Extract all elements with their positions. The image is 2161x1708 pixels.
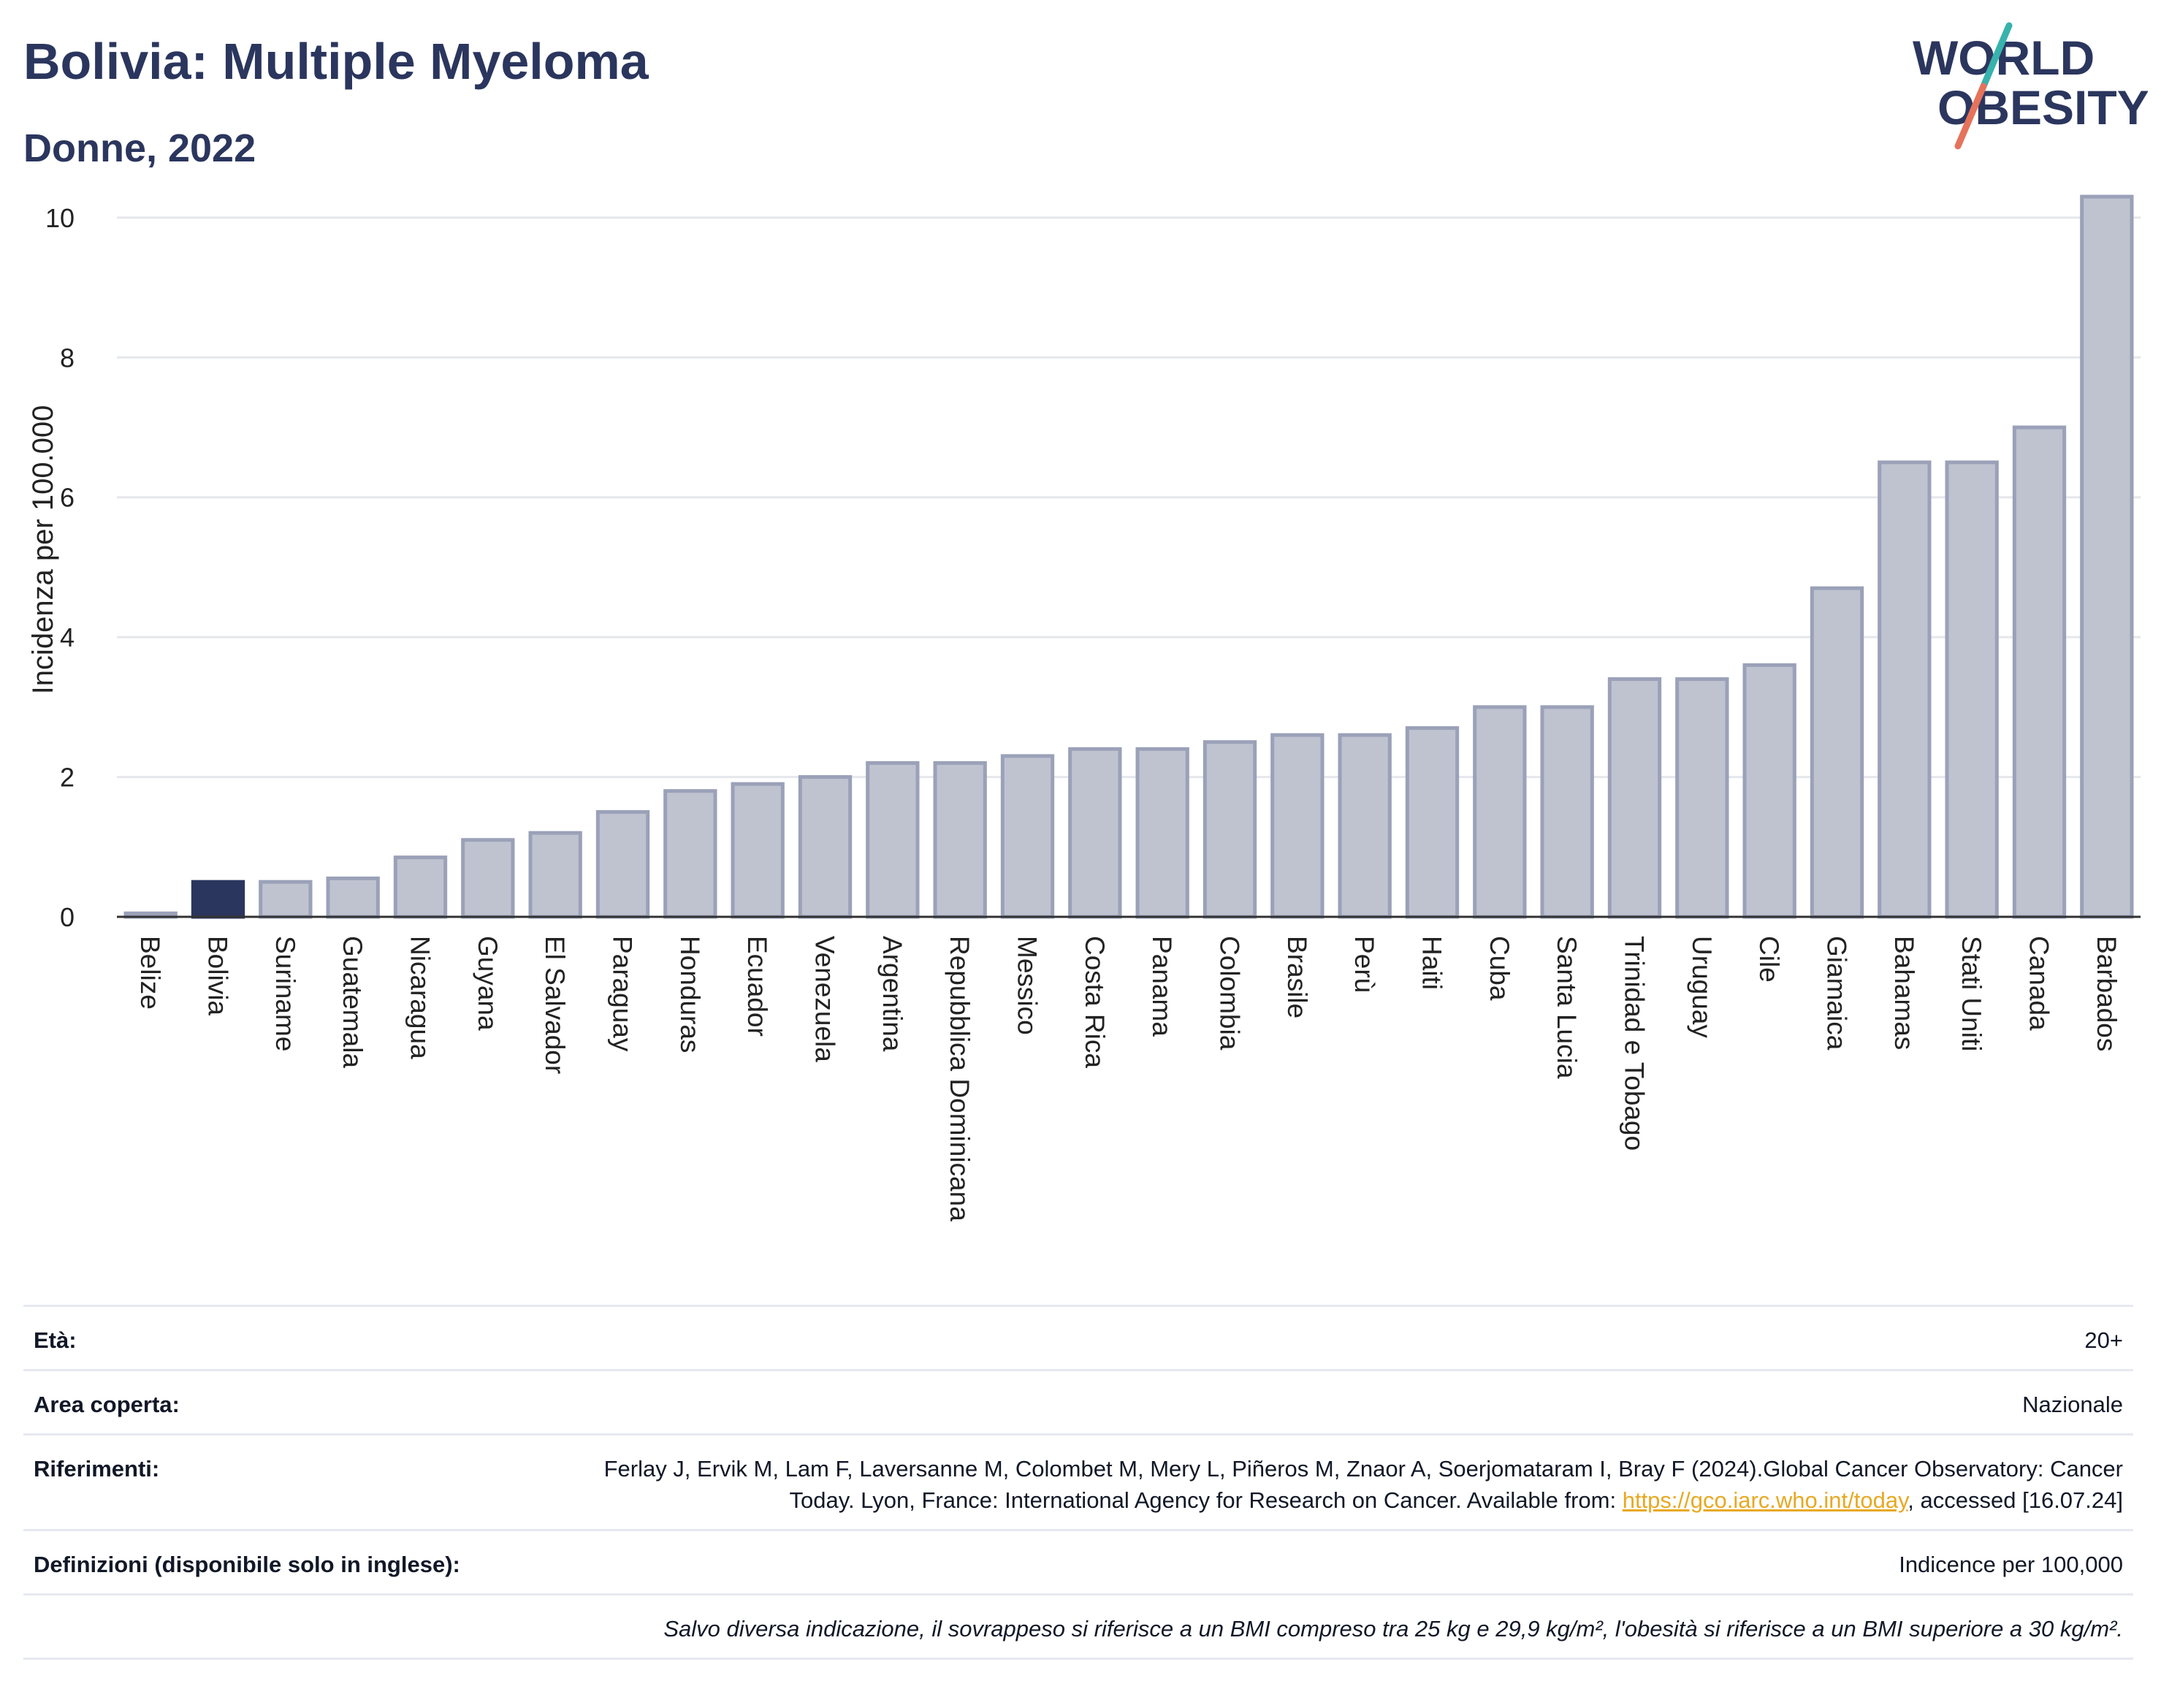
area-label: Area coperta: bbox=[34, 1392, 180, 1417]
x-tick-label: Perù bbox=[1349, 936, 1379, 993]
y-tick-label: 8 bbox=[60, 343, 75, 373]
bar-chart: 0 2 4 6 8 10 Incidenza per 100.000 Belize Bolivi… bbox=[27, 194, 2141, 1221]
definitions-label: Definizioni (disponibile solo in inglese… bbox=[34, 1552, 460, 1577]
references-link[interactable]: https://gco.iarc.who.int/today bbox=[1622, 1487, 1908, 1513]
x-tick-label: Costa Rica bbox=[1080, 936, 1110, 1068]
bar bbox=[1540, 705, 1594, 919]
bar bbox=[2012, 425, 2067, 919]
bar bbox=[1270, 733, 1325, 919]
x-tick-label: Uruguay bbox=[1687, 936, 1717, 1038]
bar bbox=[933, 760, 987, 919]
y-tick-label: 6 bbox=[60, 483, 75, 513]
x-tick-label: Guyana bbox=[473, 936, 503, 1031]
info-table: Età: 20+ Area coperta: Nazionale Riferim… bbox=[23, 1305, 2133, 1660]
age-label: Età: bbox=[34, 1327, 77, 1353]
info-row-note: Salvo diversa indicazione, il sovrappeso… bbox=[23, 1593, 2133, 1660]
age-value: 20+ bbox=[2084, 1327, 2123, 1353]
x-tick-label: Belize bbox=[135, 936, 165, 1010]
x-tick-label: Trinidad e Tobago bbox=[1620, 936, 1650, 1151]
x-tick-label: Bahamas bbox=[1889, 936, 1919, 1050]
x-tick-label: Paraguay bbox=[608, 936, 638, 1052]
x-tick-label: Suriname bbox=[270, 936, 300, 1051]
bar bbox=[663, 789, 717, 919]
x-tick-label: El Salvador bbox=[540, 936, 570, 1074]
bar bbox=[1068, 747, 1122, 919]
bar bbox=[1742, 663, 1796, 919]
x-tick-label: Colombia bbox=[1215, 936, 1245, 1051]
bar bbox=[1607, 677, 1662, 919]
area-value: Nazionale bbox=[2022, 1392, 2123, 1417]
bar bbox=[1203, 740, 1257, 919]
bar bbox=[1135, 747, 1189, 919]
bar bbox=[731, 782, 785, 919]
y-tick-label: 4 bbox=[60, 622, 75, 652]
x-tick-label: Ecuador bbox=[742, 936, 772, 1037]
definitions-value: Indicence per 100,000 bbox=[1899, 1552, 2123, 1577]
bar bbox=[595, 809, 650, 919]
bar bbox=[1810, 586, 1864, 919]
bmi-note: Salvo diversa indicazione, il sovrappeso… bbox=[663, 1616, 2123, 1642]
x-tick-label: Canada bbox=[2024, 936, 2054, 1031]
x-tick-label: Stati Uniti bbox=[1956, 936, 1986, 1051]
info-row-definitions: Definizioni (disponibile solo in inglese… bbox=[23, 1529, 2133, 1593]
bar bbox=[528, 831, 582, 919]
bar bbox=[259, 880, 313, 919]
x-tick-label: Venezuela bbox=[810, 936, 840, 1062]
references-accessed: , accessed [16.07.24] bbox=[1907, 1487, 2123, 1513]
logo-slash-teal bbox=[1980, 22, 2013, 90]
info-row-references: Riferimenti: Ferlay J, Ervik M, Lam F, L… bbox=[23, 1433, 2133, 1529]
references-label: Riferimenti: bbox=[34, 1456, 160, 1482]
bar bbox=[798, 775, 853, 919]
references-value: Ferlay J, Ervik M, Lam F, Laversanne M, … bbox=[574, 1453, 2123, 1516]
x-tick-label: Messico bbox=[1013, 936, 1043, 1035]
x-tick-label: Brasile bbox=[1282, 936, 1312, 1018]
x-tick-label: Barbados bbox=[2092, 936, 2122, 1051]
bar bbox=[461, 838, 515, 919]
references-text: Ferlay J, Ervik M, Lam F, Laversanne M, … bbox=[603, 1456, 2123, 1513]
y-axis-label: Incidenza per 100.000 bbox=[27, 405, 59, 695]
x-tick-label: Panama bbox=[1147, 936, 1177, 1037]
logo-slash-coral bbox=[1954, 83, 1987, 150]
bar bbox=[1000, 754, 1055, 919]
page-title: Bolivia: Multiple Myeloma bbox=[23, 33, 649, 90]
x-tick-label: Honduras bbox=[675, 936, 705, 1053]
page-subtitle: Donne, 2022 bbox=[23, 126, 256, 170]
bar bbox=[1675, 677, 1729, 919]
y-tick-label: 10 bbox=[45, 203, 75, 233]
world-obesity-logo: WORLD OBESITY bbox=[1913, 22, 2148, 150]
x-tick-label: Cuba bbox=[1485, 936, 1514, 1001]
x-tick-label: Santa Lucia bbox=[1552, 936, 1582, 1079]
bar bbox=[1338, 733, 1392, 919]
x-tick-label: Repubblica Dominicana bbox=[945, 936, 975, 1221]
info-row-age: Età: 20+ bbox=[23, 1305, 2133, 1369]
bar bbox=[1473, 705, 1527, 919]
x-tick-label: Haiti bbox=[1417, 936, 1447, 990]
info-row-area: Area coperta: Nazionale bbox=[23, 1369, 2133, 1433]
bar bbox=[393, 855, 448, 919]
bar bbox=[1945, 460, 1999, 919]
y-tick-label: 2 bbox=[60, 763, 75, 793]
bar bbox=[1878, 460, 1932, 919]
bar bbox=[1405, 726, 1460, 919]
x-tick-label: Bolivia bbox=[203, 936, 233, 1015]
bar bbox=[326, 876, 380, 919]
x-tick-label: Argentina bbox=[877, 936, 907, 1052]
bar bbox=[2080, 194, 2134, 919]
x-tick-label: Guatemala bbox=[338, 936, 367, 1068]
bar bbox=[191, 880, 245, 919]
bar bbox=[866, 760, 920, 919]
y-tick-label: 0 bbox=[60, 902, 75, 932]
x-tick-label: Cile bbox=[1754, 936, 1784, 983]
x-tick-label: Nicaragua bbox=[405, 936, 435, 1059]
x-tick-label: Giamaica bbox=[1822, 936, 1852, 1051]
